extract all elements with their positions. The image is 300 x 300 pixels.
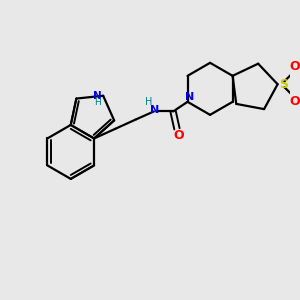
Text: H: H (94, 98, 101, 107)
Text: O: O (290, 60, 300, 74)
Text: O: O (174, 129, 184, 142)
Text: O: O (290, 95, 300, 108)
Text: S: S (280, 78, 289, 91)
Text: N: N (150, 104, 159, 115)
Text: H: H (145, 97, 153, 107)
Text: N: N (185, 92, 194, 102)
Text: N: N (92, 91, 101, 101)
